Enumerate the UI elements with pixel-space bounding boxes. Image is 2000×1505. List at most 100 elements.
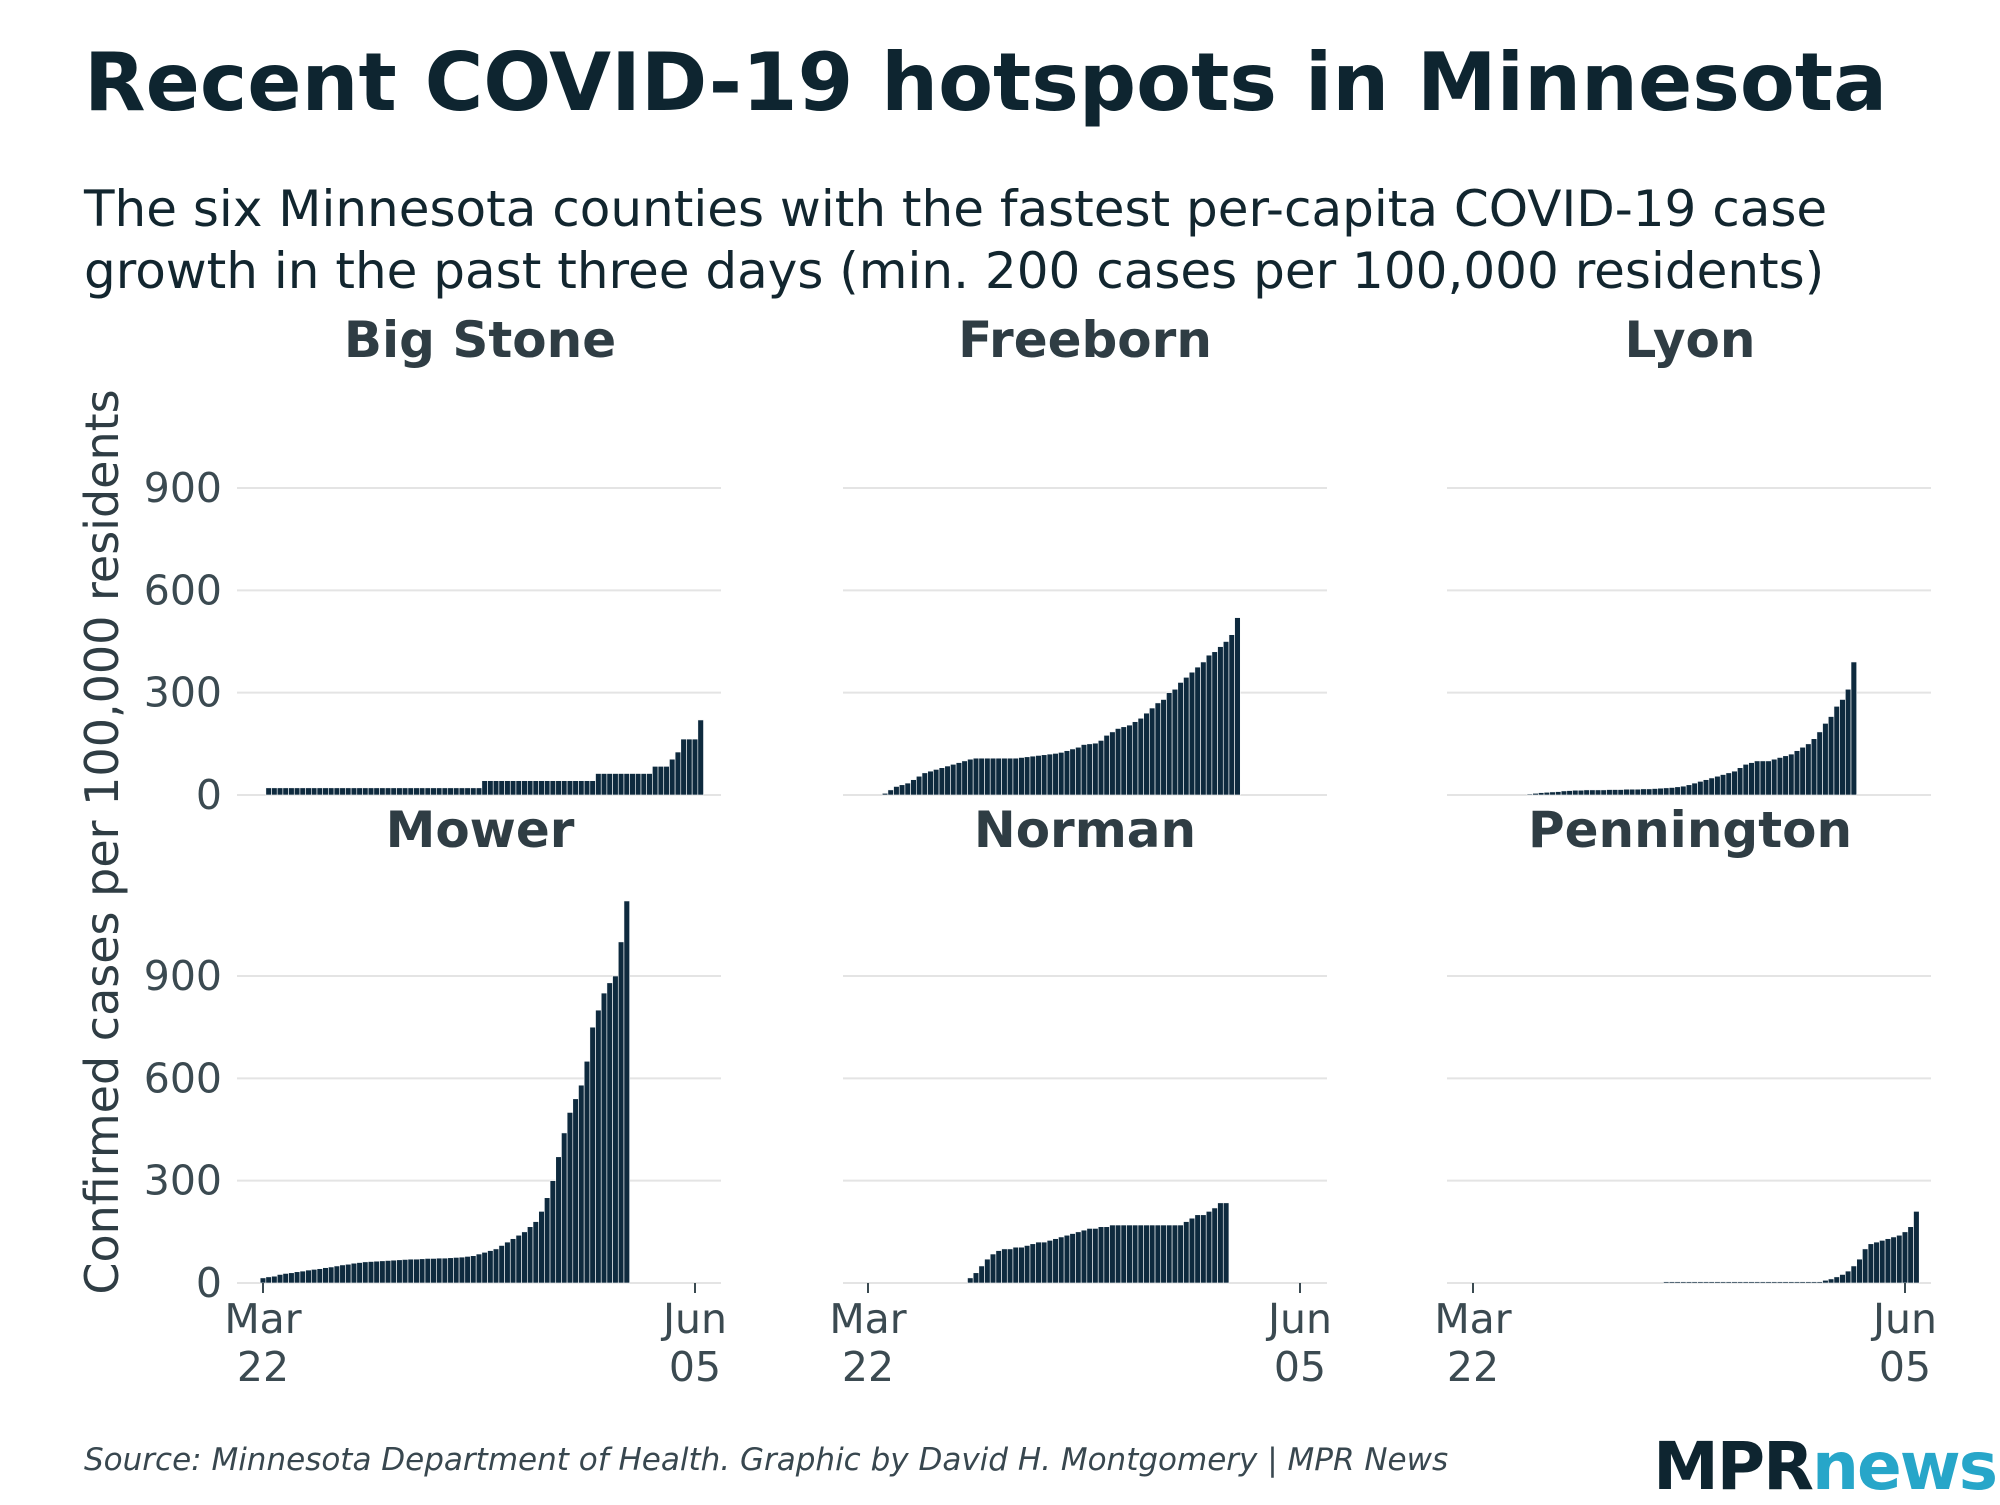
bar bbox=[299, 1270, 306, 1284]
bar bbox=[1086, 743, 1093, 796]
bar bbox=[1137, 717, 1144, 796]
bar bbox=[623, 773, 630, 796]
bar bbox=[322, 787, 329, 796]
bar bbox=[1759, 760, 1767, 796]
bar bbox=[1748, 762, 1755, 796]
bar bbox=[995, 757, 1002, 796]
bar bbox=[1177, 682, 1184, 796]
bar bbox=[1799, 746, 1806, 796]
bar bbox=[1862, 1248, 1869, 1284]
bar bbox=[413, 787, 420, 796]
bar bbox=[1583, 789, 1590, 796]
bar bbox=[401, 1259, 409, 1284]
bar bbox=[1046, 1240, 1054, 1284]
x-tick-label-day: 05 bbox=[669, 1343, 721, 1391]
bar bbox=[1194, 666, 1201, 796]
bar bbox=[1137, 1224, 1144, 1284]
bar bbox=[1629, 788, 1636, 796]
bar bbox=[566, 1112, 574, 1284]
bar bbox=[1771, 758, 1778, 796]
bar bbox=[1160, 1224, 1167, 1284]
bar bbox=[1114, 1224, 1122, 1284]
bar bbox=[521, 780, 528, 796]
bar bbox=[1890, 1236, 1897, 1284]
bar bbox=[950, 763, 957, 796]
bar bbox=[436, 787, 443, 796]
bar bbox=[1058, 752, 1065, 796]
bar bbox=[1572, 789, 1579, 796]
bar bbox=[1748, 1281, 1755, 1284]
bar bbox=[1526, 793, 1533, 796]
bar bbox=[989, 757, 997, 796]
bar bbox=[1850, 1265, 1857, 1284]
bar bbox=[600, 773, 608, 796]
bar bbox=[1080, 744, 1088, 796]
bar bbox=[555, 780, 562, 796]
bar bbox=[475, 1253, 483, 1284]
bar bbox=[1532, 792, 1539, 796]
bar bbox=[1063, 1234, 1071, 1284]
bar bbox=[629, 773, 636, 796]
bar bbox=[1041, 754, 1048, 796]
bar bbox=[1765, 1281, 1772, 1284]
bar bbox=[680, 738, 687, 796]
bar bbox=[1668, 1281, 1676, 1284]
bar bbox=[1024, 1245, 1031, 1284]
bar bbox=[972, 757, 980, 796]
bar bbox=[356, 1262, 363, 1284]
bar bbox=[1759, 1281, 1767, 1284]
bar bbox=[1600, 789, 1607, 796]
logo-news: news bbox=[1811, 1428, 1998, 1505]
bar bbox=[1708, 1281, 1715, 1284]
bar bbox=[305, 787, 312, 796]
bar bbox=[589, 1026, 596, 1284]
bar bbox=[1714, 1281, 1721, 1284]
bar bbox=[1194, 1214, 1201, 1284]
bar bbox=[1052, 753, 1059, 796]
bar bbox=[1742, 1281, 1749, 1284]
bar bbox=[978, 1265, 985, 1284]
bar bbox=[333, 787, 341, 796]
bar bbox=[1617, 789, 1624, 796]
bar bbox=[470, 787, 477, 796]
bar bbox=[984, 757, 991, 796]
bar bbox=[1827, 716, 1835, 796]
bar bbox=[893, 786, 900, 796]
bar bbox=[413, 1258, 420, 1284]
bar bbox=[898, 784, 906, 796]
bar bbox=[583, 780, 591, 796]
bar bbox=[1816, 1281, 1823, 1284]
bar bbox=[589, 780, 596, 796]
bar bbox=[646, 773, 653, 796]
bar bbox=[419, 1258, 426, 1284]
bar bbox=[1200, 661, 1207, 796]
bar bbox=[288, 787, 295, 796]
bar bbox=[1183, 1221, 1190, 1284]
bar bbox=[1725, 772, 1732, 796]
bar bbox=[1126, 1224, 1133, 1284]
bar bbox=[1097, 740, 1105, 796]
bar bbox=[447, 787, 454, 796]
bar bbox=[259, 1277, 267, 1284]
logo-mpr: MPR bbox=[1653, 1428, 1814, 1505]
bar bbox=[1651, 788, 1659, 796]
bar bbox=[458, 1256, 466, 1284]
bar bbox=[657, 766, 665, 796]
bar bbox=[521, 1231, 528, 1284]
bar bbox=[1708, 777, 1715, 796]
bar bbox=[1822, 1279, 1829, 1284]
bar bbox=[1833, 1276, 1840, 1284]
bar bbox=[1149, 1224, 1156, 1284]
bar bbox=[1143, 1224, 1150, 1284]
bar bbox=[1697, 1281, 1704, 1284]
bar bbox=[265, 1276, 272, 1284]
bar bbox=[299, 787, 306, 796]
bar bbox=[635, 773, 642, 796]
bar bbox=[549, 780, 557, 796]
bar bbox=[1913, 1211, 1920, 1284]
bar bbox=[1901, 1231, 1909, 1284]
bar bbox=[1685, 784, 1693, 796]
bar bbox=[333, 1265, 341, 1284]
bar bbox=[1827, 1278, 1835, 1284]
